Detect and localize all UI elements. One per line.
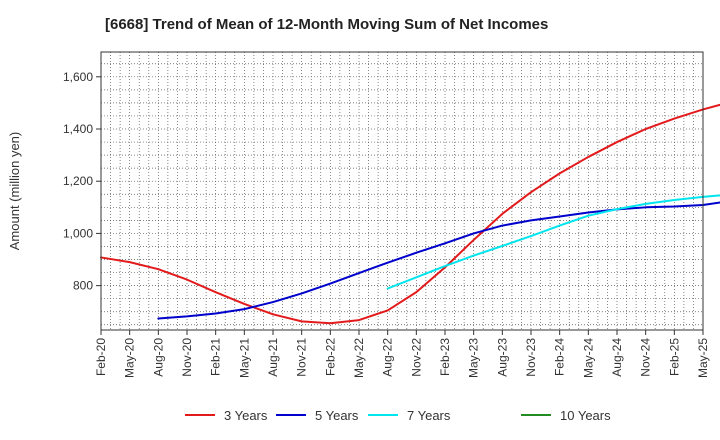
chart-title: [6668] Trend of Mean of 12-Month Moving …	[105, 16, 548, 33]
x-tick-label: Aug-20	[151, 338, 165, 377]
x-tick-label: Feb-20	[94, 338, 108, 376]
x-tick-label: Feb-24	[553, 338, 567, 376]
legend-item-3-years: 3 Years	[185, 408, 268, 423]
y-tick-label: 1,200	[63, 174, 93, 188]
x-tick-label: Nov-23	[524, 338, 538, 377]
x-tick-label: May-23	[467, 338, 481, 378]
series-line-5-years	[157, 201, 720, 320]
x-tick-label: Feb-22	[323, 338, 337, 376]
legend-label: 5 Years	[315, 408, 359, 423]
legend-label: 10 Years	[560, 408, 611, 423]
y-tick-label: 800	[73, 279, 93, 293]
y-tick-label: 1,400	[63, 122, 93, 136]
x-tick-label: Feb-21	[209, 338, 223, 376]
y-tick-label: 1,600	[63, 70, 93, 84]
x-tick-label: May-20	[123, 338, 137, 378]
plot-area	[101, 52, 703, 330]
x-tick-label: Nov-22	[409, 338, 423, 377]
x-tick-label: May-21	[237, 338, 251, 378]
x-tick-label: Aug-21	[266, 338, 280, 377]
x-tick-label: Aug-22	[381, 338, 395, 377]
x-tick-label: Aug-24	[610, 338, 624, 377]
x-tick-label: Nov-21	[295, 338, 309, 377]
x-tick-label: Nov-24	[639, 338, 653, 377]
x-tick-label: Nov-20	[180, 338, 194, 377]
y-tick-label: 1,000	[63, 226, 93, 240]
y-axis-label: Amount (million yen)	[7, 132, 22, 251]
x-tick-label: May-24	[581, 338, 595, 378]
x-tick-label: May-25	[696, 338, 710, 378]
legend-item-10-years: 10 Years	[521, 408, 611, 423]
series-line-7-years	[386, 194, 720, 290]
x-tick-label: May-22	[352, 338, 366, 378]
x-tick-label: Aug-23	[495, 338, 509, 377]
plot-frame	[100, 51, 704, 331]
legend-label: 7 Years	[407, 408, 451, 423]
x-tick-label: Feb-25	[667, 338, 681, 376]
x-tick-label: Feb-23	[438, 338, 452, 376]
legend-item-5-years: 5 Years	[276, 408, 359, 423]
legend-label: 3 Years	[224, 408, 268, 423]
series-line-3-years	[100, 103, 720, 325]
legend-item-7-years: 7 Years	[368, 408, 451, 423]
